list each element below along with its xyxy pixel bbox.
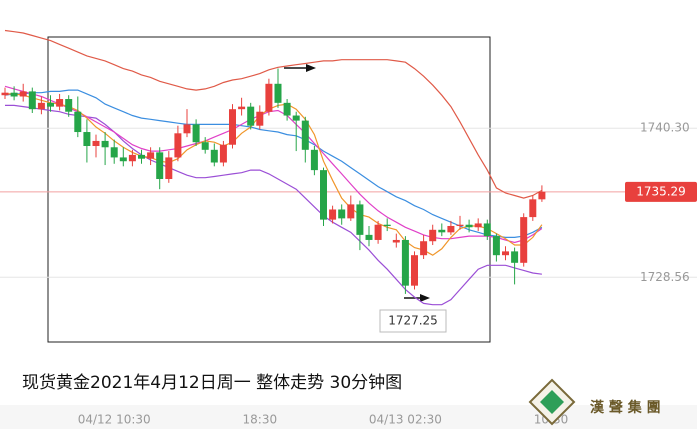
candle-body (138, 154, 145, 159)
x-tick-label: 04/13 02:30 (369, 413, 442, 427)
candle-body (219, 144, 227, 163)
candle-body (174, 133, 182, 158)
candle-body (365, 234, 373, 240)
logo-icon (528, 378, 576, 426)
candle-body (229, 109, 236, 145)
candle-body (320, 170, 327, 220)
candle-body (301, 120, 309, 150)
candle-body (47, 102, 54, 107)
candle-body (520, 217, 528, 263)
candle-body (292, 115, 300, 121)
x-tick-label: 18:30 (243, 413, 278, 427)
candle-body (10, 92, 18, 97)
candle-body (19, 91, 27, 97)
candle-body (511, 251, 519, 263)
indicator-line (4, 29, 543, 199)
candle-body (192, 124, 200, 143)
candle-body (83, 132, 91, 147)
candle-body (238, 106, 246, 110)
candle-body (447, 225, 455, 233)
low-annotation: 1727.25 (388, 314, 438, 328)
last-price-label: 1735.29 (636, 184, 686, 198)
candle-body (411, 255, 418, 286)
arrow (404, 294, 430, 302)
candle-body (201, 142, 209, 150)
candle-body (37, 102, 45, 110)
logo-text: 漢 聲 集 團 (590, 399, 661, 416)
chart-title: 现货黄金2021年4月12日周一 整体走势 30分钟图 (22, 373, 402, 393)
candle-body (183, 124, 191, 134)
candle-body (147, 152, 155, 159)
candle-body (465, 224, 473, 228)
candle-body (529, 199, 537, 218)
last-price-box (625, 181, 697, 202)
candle-body (1, 92, 9, 96)
y-tick-label: 1728.56 (640, 270, 690, 284)
indicator-line (4, 89, 543, 238)
candle-body (128, 154, 136, 162)
indicator-line (4, 85, 543, 244)
candle-body (429, 229, 437, 242)
candle-body (374, 224, 382, 240)
candle-body (92, 140, 100, 147)
candle-body (101, 140, 109, 148)
candle-body (338, 209, 346, 219)
candle-body (210, 149, 218, 163)
candle-body (356, 204, 364, 235)
annotation-box (379, 309, 447, 333)
candle-body (474, 223, 482, 228)
candle-body (74, 111, 82, 133)
candle-body (456, 224, 464, 226)
candle-body (538, 191, 546, 200)
highlight-box (47, 36, 491, 343)
x-tick-label: 04/12 10:30 (78, 413, 151, 427)
candle-body (247, 106, 255, 126)
candle-body (110, 147, 118, 158)
candle-body (392, 239, 400, 243)
candle-body (28, 91, 36, 110)
candle-body (347, 204, 355, 219)
candle-body (310, 149, 318, 171)
candle-body (65, 99, 73, 112)
candle-body (256, 111, 264, 126)
candle-body (165, 157, 173, 180)
candle-body (502, 251, 509, 256)
candle-body (119, 157, 127, 162)
candle-body (383, 224, 391, 226)
arrow (284, 64, 316, 72)
candle-body (156, 152, 164, 180)
y-tick-label: 1740.30 (640, 121, 690, 135)
candle-body (283, 102, 291, 116)
indicator-line (5, 104, 542, 306)
candle-body (265, 83, 273, 112)
candle-body (420, 241, 428, 256)
candle-body (329, 209, 337, 220)
candle-body (274, 83, 282, 103)
x-axis-band (0, 405, 697, 429)
candle-body (492, 236, 500, 256)
candle-body (483, 223, 491, 237)
candle-body (401, 239, 409, 286)
indicator-line (5, 93, 543, 256)
candle-body (438, 229, 446, 233)
candle-body (56, 99, 64, 107)
